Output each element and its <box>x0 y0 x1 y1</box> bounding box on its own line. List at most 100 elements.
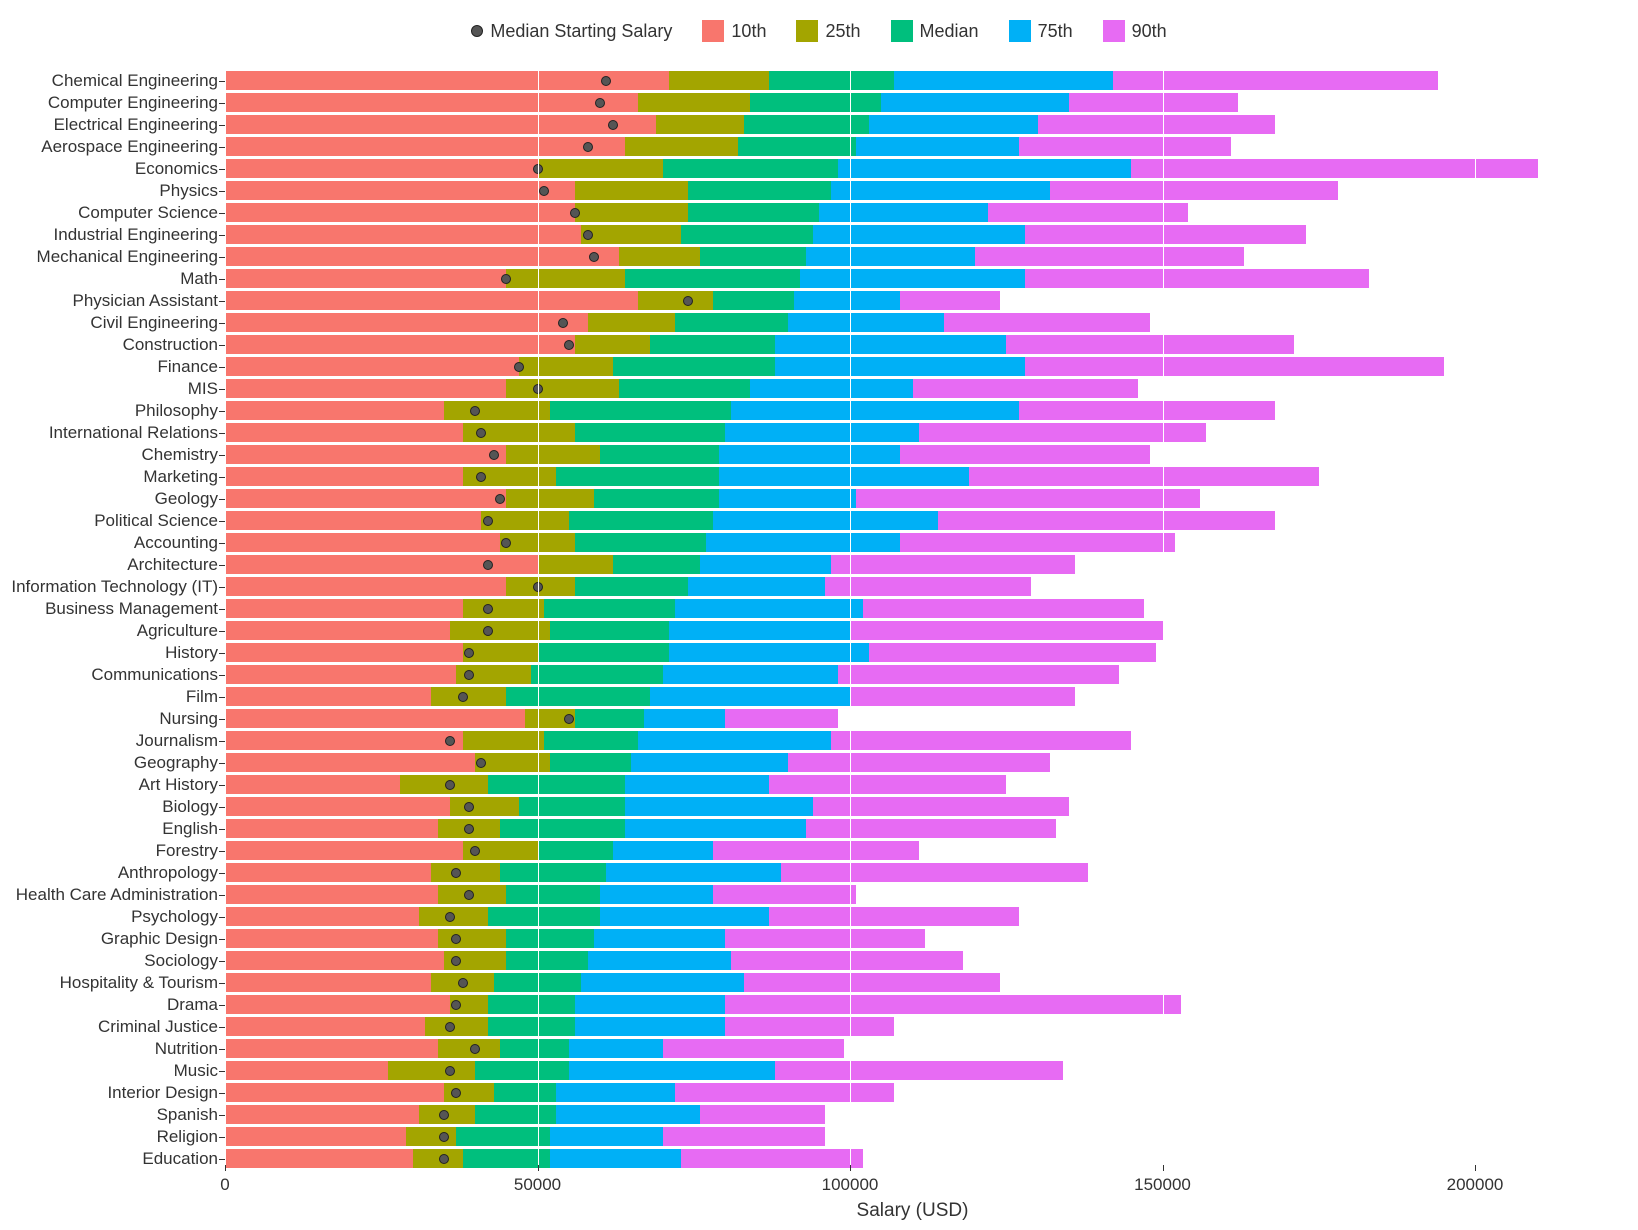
seg-25th <box>619 246 700 267</box>
seg-90th <box>900 444 1150 465</box>
seg-10th <box>225 796 450 817</box>
seg-10th <box>225 444 506 465</box>
median-start-marker <box>445 1066 455 1076</box>
y-axis-label: Art History <box>0 775 218 795</box>
bar-row <box>225 1104 1600 1125</box>
seg-median <box>675 312 788 333</box>
y-axis-label: Chemical Engineering <box>0 71 218 91</box>
y-axis-label: Biology <box>0 797 218 817</box>
seg-10th <box>225 114 656 135</box>
median-start-marker <box>476 758 486 768</box>
seg-75th <box>663 664 838 685</box>
bar-row <box>225 642 1600 663</box>
y-axis-label: Drama <box>0 995 218 1015</box>
seg-median <box>456 1126 550 1147</box>
seg-90th <box>769 774 1007 795</box>
seg-75th <box>725 422 919 443</box>
median-start-marker <box>589 252 599 262</box>
legend-series-median: Median <box>891 20 979 42</box>
seg-25th <box>463 598 544 619</box>
bar-row <box>225 1082 1600 1103</box>
seg-10th <box>225 774 400 795</box>
median-start-marker <box>470 1044 480 1054</box>
seg-90th <box>944 312 1150 333</box>
median-start-marker <box>439 1110 449 1120</box>
bar-row <box>225 686 1600 707</box>
median-start-marker <box>464 824 474 834</box>
seg-10th <box>225 576 506 597</box>
seg-25th <box>463 642 538 663</box>
seg-25th <box>450 796 519 817</box>
median-start-marker <box>601 76 611 86</box>
median-start-marker <box>451 1000 461 1010</box>
bar-row <box>225 950 1600 971</box>
seg-10th <box>225 620 450 641</box>
seg-10th <box>225 664 456 685</box>
median-start-marker <box>445 780 455 790</box>
seg-75th <box>600 906 769 927</box>
bar-row <box>225 906 1600 927</box>
bar-row <box>225 510 1600 531</box>
seg-10th <box>225 356 519 377</box>
seg-25th <box>388 1060 476 1081</box>
seg-10th <box>225 752 475 773</box>
bar-row <box>225 400 1600 421</box>
y-axis-label: International Relations <box>0 423 218 443</box>
seg-median <box>575 576 688 597</box>
y-axis-label: Hospitality & Tourism <box>0 973 218 993</box>
seg-10th <box>225 928 438 949</box>
y-axis-label: English <box>0 819 218 839</box>
seg-75th <box>800 268 1025 289</box>
seg-25th <box>400 774 488 795</box>
seg-90th <box>900 290 1000 311</box>
seg-median <box>544 598 675 619</box>
median-start-marker <box>564 340 574 350</box>
seg-75th <box>669 642 869 663</box>
seg-10th <box>225 246 619 267</box>
seg-75th <box>650 686 850 707</box>
seg-75th <box>631 752 787 773</box>
y-axis-label: Music <box>0 1061 218 1081</box>
y-axis-label: Health Care Administration <box>0 885 218 905</box>
seg-90th <box>725 994 1181 1015</box>
seg-25th <box>438 1038 501 1059</box>
median-start-marker <box>564 714 574 724</box>
seg-10th <box>225 202 575 223</box>
median-start-marker <box>495 494 505 504</box>
median-start-marker <box>439 1132 449 1142</box>
seg-75th <box>575 1016 725 1037</box>
x-tick <box>1475 1165 1476 1171</box>
bar-row <box>225 928 1600 949</box>
seg-10th <box>225 532 500 553</box>
bar-row <box>225 796 1600 817</box>
seg-90th <box>731 950 962 971</box>
seg-median <box>500 1038 569 1059</box>
seg-10th <box>225 1148 413 1169</box>
y-axis-label: Journalism <box>0 731 218 751</box>
median-start-marker <box>470 846 480 856</box>
seg-median <box>538 840 613 861</box>
y-axis-label: Math <box>0 269 218 289</box>
legend-swatch-icon <box>1103 20 1125 42</box>
seg-90th <box>1050 180 1338 201</box>
legend-series-90th: 90th <box>1103 20 1167 42</box>
seg-75th <box>625 818 806 839</box>
seg-75th <box>775 334 1006 355</box>
legend-swatch-icon <box>702 20 724 42</box>
seg-25th <box>475 752 550 773</box>
bar-row <box>225 422 1600 443</box>
seg-10th <box>225 686 431 707</box>
seg-median <box>506 950 587 971</box>
seg-median <box>594 488 719 509</box>
gridline <box>1163 70 1164 1165</box>
y-axis-label: Construction <box>0 335 218 355</box>
seg-median <box>613 356 776 377</box>
seg-25th <box>588 312 676 333</box>
legend-series-75th: 75th <box>1009 20 1073 42</box>
bar-row <box>225 1126 1600 1147</box>
seg-25th <box>575 202 688 223</box>
median-start-marker <box>683 296 693 306</box>
bar-row <box>225 576 1600 597</box>
bar-row <box>225 488 1600 509</box>
seg-median <box>550 620 669 641</box>
